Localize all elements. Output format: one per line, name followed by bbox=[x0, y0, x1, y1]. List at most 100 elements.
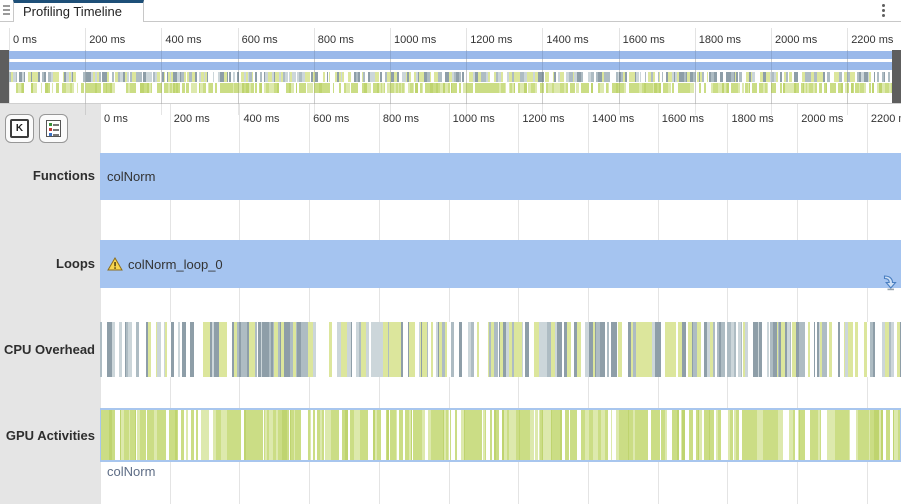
activity-stripe bbox=[570, 83, 572, 93]
activity-stripe bbox=[296, 83, 298, 93]
activity-stripe bbox=[789, 410, 794, 460]
activity-stripe bbox=[140, 72, 142, 82]
activity-stripe bbox=[863, 72, 866, 82]
overview-cpu-overhead-row[interactable] bbox=[9, 72, 893, 82]
activity-stripe bbox=[648, 83, 651, 93]
activity-stripe bbox=[533, 72, 536, 82]
activity-stripe bbox=[645, 322, 647, 377]
activity-stripe bbox=[303, 83, 307, 93]
activity-stripe bbox=[498, 83, 502, 93]
activity-stripe bbox=[204, 72, 207, 82]
activity-stripe bbox=[525, 322, 527, 377]
activity-stripe bbox=[869, 83, 871, 93]
goto-down-arrow-icon[interactable] bbox=[883, 273, 898, 291]
axis-tick-label: 1200 ms bbox=[470, 34, 513, 46]
overview-functions-row[interactable] bbox=[9, 51, 893, 59]
activity-stripe bbox=[540, 410, 543, 460]
activity-stripe bbox=[861, 72, 864, 82]
activity-stripe bbox=[697, 410, 700, 460]
activity-stripe bbox=[724, 322, 726, 377]
activity-stripe bbox=[854, 83, 856, 93]
tab-bar: Profiling Timeline bbox=[0, 0, 901, 22]
activity-stripe bbox=[267, 322, 269, 377]
legend-button[interactable] bbox=[39, 114, 68, 143]
axis-tick-label: 1000 ms bbox=[452, 113, 495, 125]
activity-stripe bbox=[288, 72, 290, 82]
activity-stripe bbox=[665, 322, 669, 377]
activity-stripe bbox=[409, 72, 411, 82]
activity-stripe bbox=[70, 72, 72, 82]
activity-stripe bbox=[596, 410, 598, 460]
activity-stripe bbox=[598, 322, 601, 377]
activity-stripe bbox=[559, 410, 561, 460]
overview-right-handle[interactable] bbox=[892, 50, 901, 103]
activity-stripe bbox=[474, 83, 477, 93]
activity-stripe bbox=[641, 83, 644, 93]
activity-stripe bbox=[896, 322, 901, 377]
activity-stripe bbox=[136, 72, 139, 82]
functions-bar-colNorm[interactable]: colNorm bbox=[100, 153, 901, 200]
activity-stripe bbox=[207, 322, 211, 377]
activity-stripe bbox=[378, 83, 382, 93]
activity-stripe bbox=[894, 410, 899, 460]
activity-stripe bbox=[435, 83, 438, 93]
activity-stripe bbox=[18, 83, 21, 93]
activity-stripe bbox=[212, 410, 217, 460]
activity-stripe bbox=[698, 83, 702, 93]
activity-stripe bbox=[308, 72, 311, 82]
activity-stripe bbox=[893, 410, 895, 460]
k-button[interactable]: K bbox=[5, 114, 34, 143]
activity-stripe bbox=[369, 72, 373, 82]
activity-stripe bbox=[336, 72, 340, 82]
activity-stripe bbox=[430, 83, 433, 93]
cpu-overhead-track[interactable] bbox=[100, 322, 901, 377]
activity-stripe bbox=[172, 83, 176, 93]
activity-stripe bbox=[739, 72, 743, 82]
activity-stripe bbox=[238, 83, 240, 93]
activity-stripe bbox=[371, 322, 376, 377]
activity-stripe bbox=[693, 322, 697, 377]
activity-stripe bbox=[291, 72, 294, 82]
activity-stripe bbox=[267, 72, 269, 82]
activity-stripe bbox=[715, 410, 718, 460]
activity-stripe bbox=[899, 410, 900, 460]
activity-stripe bbox=[560, 72, 563, 82]
activity-stripe bbox=[186, 83, 189, 93]
activity-stripe bbox=[690, 72, 693, 82]
activity-stripe bbox=[355, 322, 359, 377]
overview-loops-row[interactable] bbox=[9, 62, 893, 70]
activity-stripe bbox=[410, 83, 413, 93]
activity-stripe bbox=[509, 72, 512, 82]
activity-stripe bbox=[632, 322, 636, 377]
overview-left-handle[interactable] bbox=[0, 50, 9, 103]
activity-stripe bbox=[587, 72, 591, 82]
activity-stripe bbox=[226, 72, 228, 82]
activity-stripe bbox=[316, 83, 318, 93]
overview-gpu-activities-row[interactable] bbox=[9, 83, 893, 93]
activity-stripe bbox=[455, 83, 457, 93]
activity-stripe bbox=[631, 72, 635, 82]
loops-bar-colNorm-loop-0[interactable]: colNorm_loop_0 bbox=[100, 240, 901, 291]
activity-stripe bbox=[140, 83, 143, 93]
activity-stripe bbox=[387, 72, 390, 82]
activity-stripe bbox=[275, 72, 278, 82]
activity-stripe bbox=[817, 322, 820, 377]
activity-stripe bbox=[445, 410, 448, 460]
activity-stripe bbox=[469, 83, 472, 93]
kebab-menu-icon[interactable] bbox=[878, 4, 888, 19]
activity-stripe bbox=[332, 83, 335, 93]
timeline-overview[interactable]: 0 ms 200 ms 400 ms 600 ms 800 ms 1000 ms 1200 … bbox=[0, 22, 901, 115]
activity-stripe bbox=[720, 72, 723, 82]
activity-stripe bbox=[563, 322, 568, 377]
gpu-activities-track[interactable] bbox=[100, 408, 901, 462]
activity-stripe bbox=[656, 322, 660, 377]
activity-stripe bbox=[280, 72, 284, 82]
activity-stripe bbox=[765, 72, 768, 82]
activity-stripe bbox=[246, 322, 250, 377]
drag-handle-icon[interactable] bbox=[3, 5, 11, 17]
tab-profiling-timeline[interactable]: Profiling Timeline bbox=[13, 0, 144, 22]
axis-tick-label: 400 ms bbox=[165, 34, 202, 46]
activity-stripe bbox=[555, 83, 558, 93]
activity-stripe bbox=[140, 410, 142, 460]
activity-stripe bbox=[674, 72, 677, 82]
